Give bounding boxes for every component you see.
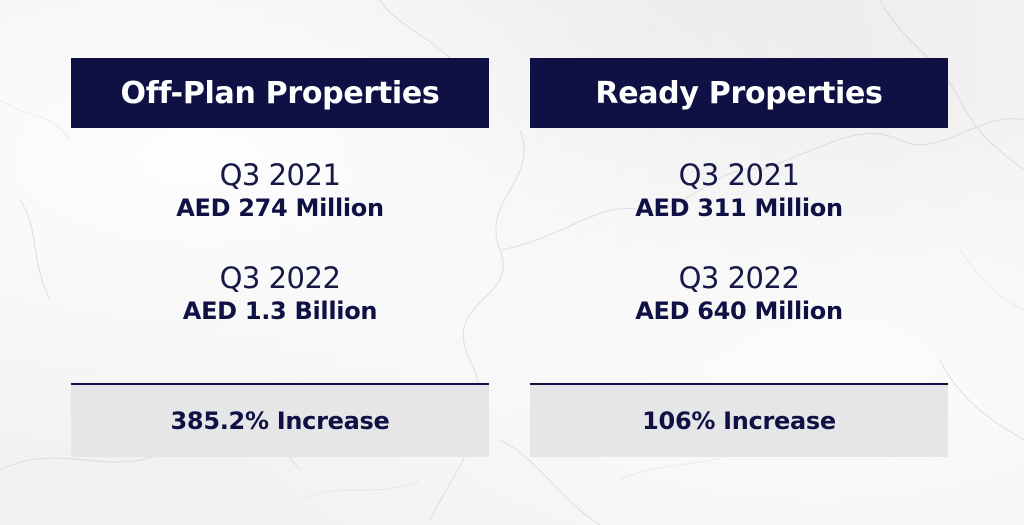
period-block: Q3 2022 AED 1.3 Billion — [71, 261, 489, 327]
period-block: Q3 2021 AED 274 Million — [71, 158, 489, 224]
panel-header: Off-Plan Properties — [71, 58, 489, 128]
panel-header: Ready Properties — [530, 58, 948, 128]
increase-result: 385.2% Increase — [71, 385, 489, 457]
period-block: Q3 2022 AED 640 Million — [530, 261, 948, 327]
off-plan-panel: Off-Plan Properties Q3 2021 AED 274 Mill… — [71, 58, 489, 457]
divider — [71, 383, 489, 385]
period-amount: AED 274 Million — [176, 194, 384, 222]
period-amount: AED 640 Million — [635, 297, 843, 325]
period-amount: AED 1.3 Billion — [182, 297, 378, 325]
period-quarter: Q3 2022 — [678, 261, 800, 295]
period-block: Q3 2021 AED 311 Million — [530, 158, 948, 224]
period-quarter: Q3 2021 — [219, 158, 341, 192]
period-quarter: Q3 2021 — [678, 158, 800, 192]
period-amount: AED 311 Million — [635, 194, 843, 222]
increase-result: 106% Increase — [530, 385, 948, 457]
period-quarter: Q3 2022 — [219, 261, 341, 295]
ready-panel: Ready Properties Q3 2021 AED 311 Million… — [530, 58, 948, 457]
divider — [530, 383, 948, 385]
